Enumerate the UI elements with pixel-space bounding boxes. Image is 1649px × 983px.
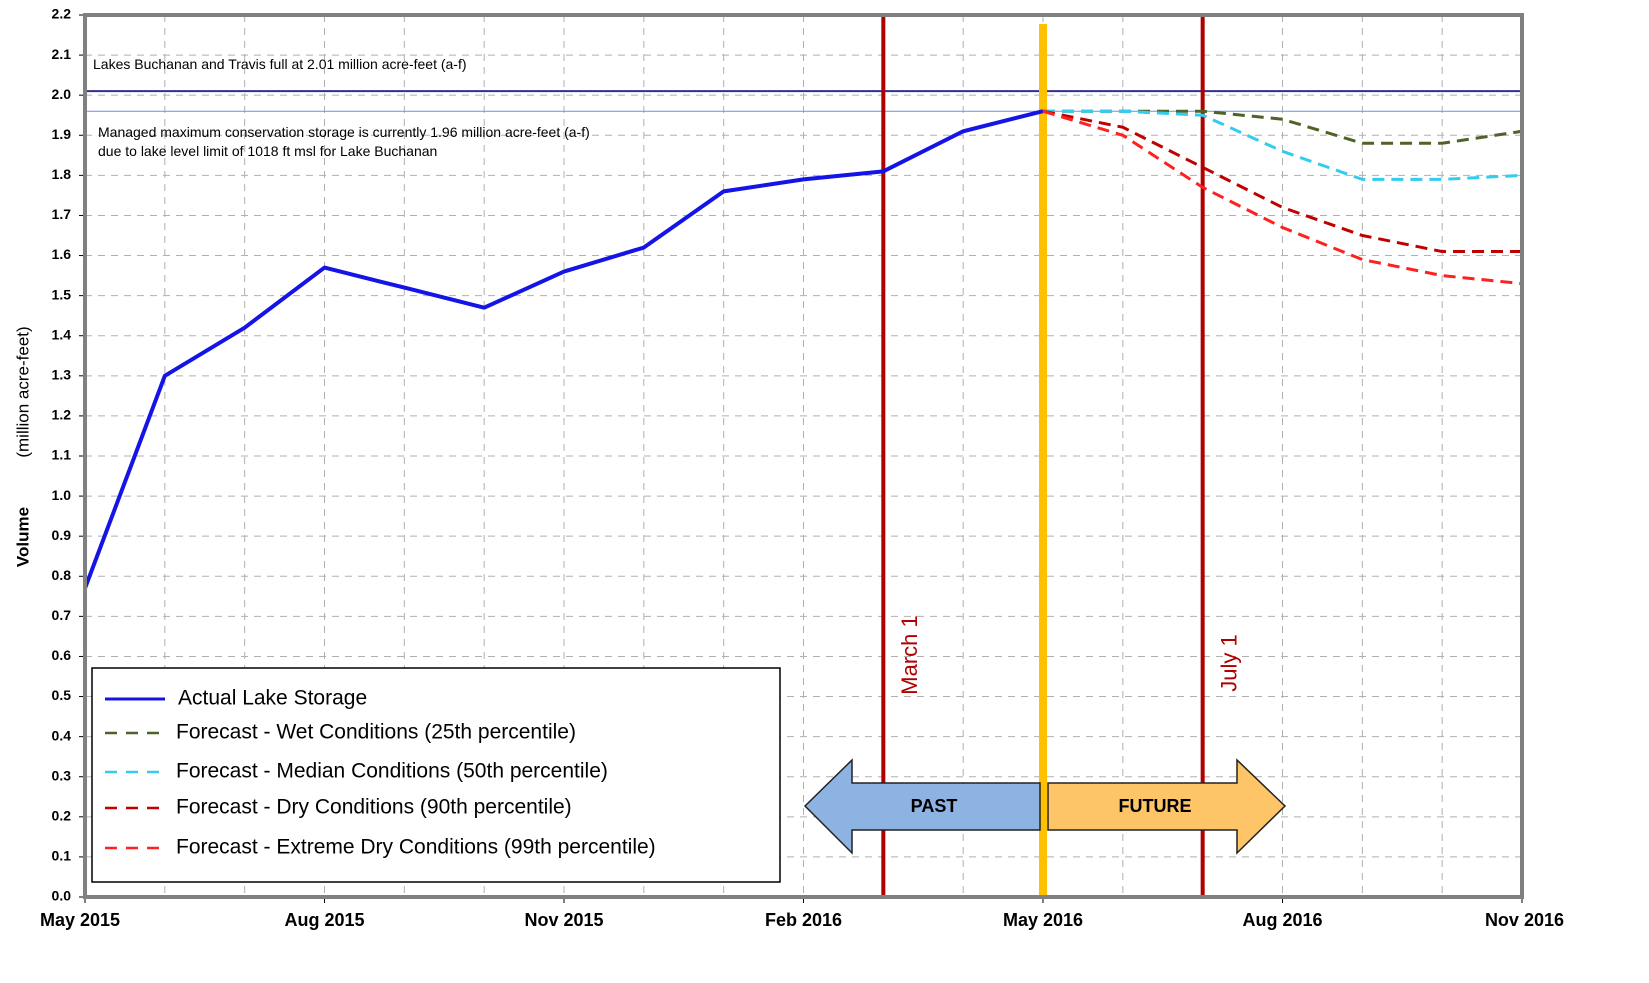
x-tick-label: Aug 2016 bbox=[1242, 910, 1322, 930]
legend-label: Forecast - Wet Conditions (25th percenti… bbox=[176, 721, 576, 744]
arrow bbox=[803, 758, 1041, 855]
y-tick-label: 1.9 bbox=[52, 126, 72, 142]
y-tick-label: 0.7 bbox=[52, 607, 72, 623]
series-line bbox=[83, 109, 1044, 590]
y-tick-label: 1.7 bbox=[52, 206, 72, 222]
legend-label: Forecast - Dry Conditions (90th percenti… bbox=[176, 796, 572, 819]
y-axis-units: (million acre-feet) bbox=[13, 326, 32, 457]
x-tick-label: Feb 2016 bbox=[765, 910, 842, 930]
arrow bbox=[1047, 758, 1287, 855]
y-tick-label: 2.0 bbox=[52, 86, 72, 102]
legend-label: Actual Lake Storage bbox=[178, 687, 367, 710]
x-tick-label: May 2016 bbox=[1003, 910, 1083, 930]
series-line bbox=[1043, 109, 1523, 181]
annotation: Lakes Buchanan and Travis full at 2.01 m… bbox=[93, 56, 467, 72]
y-tick-label: 1.3 bbox=[52, 367, 72, 383]
y-tick-label: 0.4 bbox=[52, 727, 72, 743]
x-tick-label: May 2015 bbox=[40, 910, 120, 930]
y-tick-label: 0.9 bbox=[52, 527, 72, 543]
x-tick-label: Nov 2016 bbox=[1485, 910, 1564, 930]
arrow-label: PAST bbox=[911, 796, 958, 816]
annotation: due to lake level limit of 1018 ft msl f… bbox=[98, 143, 437, 159]
y-tick-label: 1.5 bbox=[52, 286, 72, 302]
y-tick-label: 1.8 bbox=[52, 166, 72, 182]
legend-label: Forecast - Median Conditions (50th perce… bbox=[176, 760, 608, 783]
x-tick-label: Aug 2015 bbox=[284, 910, 364, 930]
legend bbox=[91, 667, 781, 883]
vertical-line-label: March 1 bbox=[897, 615, 922, 694]
series-line bbox=[1042, 109, 1523, 286]
y-tick-label: 0.2 bbox=[52, 808, 72, 824]
y-tick-label: 1.1 bbox=[52, 447, 72, 463]
annotation: Managed maximum conservation storage is … bbox=[98, 124, 590, 140]
series-line bbox=[1042, 109, 1522, 254]
x-tick-label: Nov 2015 bbox=[524, 910, 603, 930]
y-tick-label: 0.8 bbox=[52, 567, 72, 583]
legend-label: Forecast - Extreme Dry Conditions (99th … bbox=[176, 836, 656, 859]
y-tick-label: 1.0 bbox=[52, 487, 72, 503]
y-tick-label: 2.1 bbox=[52, 46, 72, 62]
y-tick-label: 1.6 bbox=[52, 246, 72, 262]
y-tick-label: 0.0 bbox=[52, 888, 72, 904]
vertical-line-label: July 1 bbox=[1216, 634, 1241, 691]
arrow-label: FUTURE bbox=[1119, 796, 1192, 816]
y-tick-label: 0.6 bbox=[52, 647, 72, 663]
plot-frame bbox=[83, 13, 1524, 899]
y-tick-label: 2.2 bbox=[52, 6, 72, 22]
y-tick-label: 0.5 bbox=[52, 687, 72, 703]
y-axis-label: Volume bbox=[13, 507, 32, 567]
y-tick-label: 0.3 bbox=[52, 767, 72, 783]
y-tick-label: 1.4 bbox=[52, 326, 72, 342]
y-tick-label: 1.2 bbox=[52, 407, 72, 423]
y-tick-label: 0.1 bbox=[52, 848, 72, 864]
